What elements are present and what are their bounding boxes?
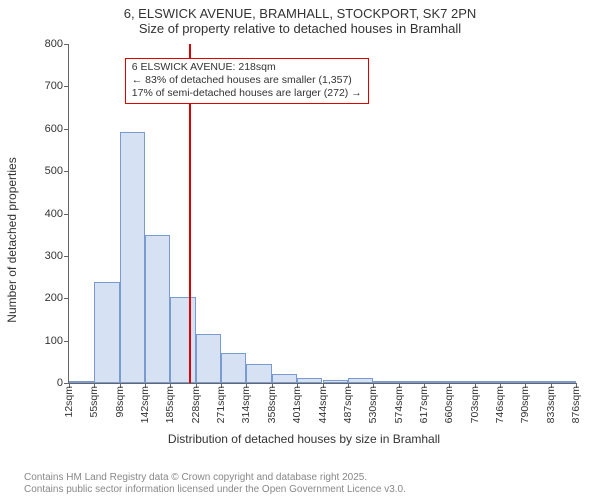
annotation-line: 17% of semi-detached houses are larger (… (132, 87, 362, 100)
title-line-1: 6, ELSWICK AVENUE, BRAMHALL, STOCKPORT, … (0, 0, 600, 21)
x-tick-label: 876sqm (570, 383, 582, 423)
x-tick-label: 790sqm (519, 383, 531, 423)
y-tick-label: 300 (45, 250, 69, 262)
x-tick-label: 660sqm (443, 383, 455, 423)
x-tick-label: 185sqm (164, 383, 176, 423)
x-tick-label: 617sqm (418, 383, 430, 423)
y-tick-label: 800 (45, 38, 69, 50)
histogram-bar (272, 374, 297, 383)
y-tick-label: 600 (45, 123, 69, 135)
x-tick-label: 271sqm (215, 383, 227, 423)
x-tick-label: 314sqm (240, 383, 252, 423)
x-tick-label: 444sqm (317, 383, 329, 423)
histogram-bar (120, 132, 145, 383)
plot-area: 010020030040050060070080012sqm55sqm98sqm… (68, 44, 576, 384)
chart-wrap: Number of detached properties 0100200300… (24, 40, 584, 440)
x-tick-label: 142sqm (139, 383, 151, 423)
y-axis-label: Number of detached properties (5, 157, 19, 322)
title-line-2: Size of property relative to detached ho… (0, 21, 600, 40)
y-tick-label: 400 (45, 208, 69, 220)
footer-line-2: Contains public sector information licen… (24, 484, 406, 496)
x-tick-label: 358sqm (266, 383, 278, 423)
x-tick-label: 98sqm (114, 383, 126, 418)
y-tick-label: 700 (45, 80, 69, 92)
y-tick-label: 500 (45, 165, 69, 177)
histogram-bar (246, 364, 271, 383)
x-tick-label: 574sqm (393, 383, 405, 423)
y-tick-label: 100 (45, 335, 69, 347)
x-tick-label: 746sqm (494, 383, 506, 423)
x-tick-label: 12sqm (63, 383, 75, 418)
y-tick-label: 200 (45, 292, 69, 304)
x-tick-label: 228sqm (190, 383, 202, 423)
annotation-box: 6 ELSWICK AVENUE: 218sqm← 83% of detache… (125, 58, 369, 103)
footer-text: Contains HM Land Registry data © Crown c… (24, 472, 406, 496)
chart-container: 6, ELSWICK AVENUE, BRAMHALL, STOCKPORT, … (0, 0, 600, 500)
x-tick-label: 833sqm (545, 383, 557, 423)
x-tick-label: 530sqm (367, 383, 379, 423)
x-tick-label: 55sqm (88, 383, 100, 418)
histogram-bar (221, 353, 246, 383)
x-tick-label: 487sqm (342, 383, 354, 423)
annotation-line: 6 ELSWICK AVENUE: 218sqm (132, 61, 362, 74)
histogram-bar (94, 282, 119, 383)
x-tick-label: 703sqm (469, 383, 481, 423)
annotation-line: ← 83% of detached houses are smaller (1,… (132, 74, 362, 87)
footer-line-1: Contains HM Land Registry data © Crown c… (24, 472, 406, 484)
histogram-bar (196, 334, 221, 383)
histogram-bar (170, 297, 195, 383)
x-axis-label: Distribution of detached houses by size … (168, 432, 440, 446)
histogram-bar (145, 235, 170, 383)
x-tick-label: 401sqm (291, 383, 303, 423)
